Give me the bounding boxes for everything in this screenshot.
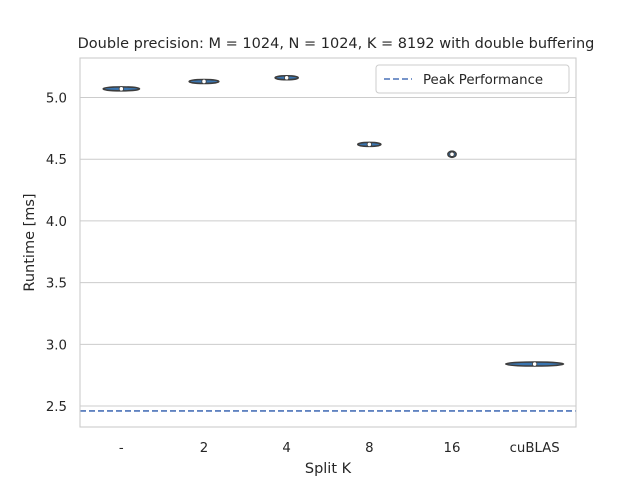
x-axis-ticks: - 2 4 8 16 cuBLAS [119,441,560,456]
y-axis-label: Runtime [ms] [22,193,38,291]
grid-lines [80,96,576,407]
chart-title: Double precision: M = 1024, N = 1024, K … [78,36,595,52]
violins [102,74,565,367]
y-tick-label: 5.0 [46,91,67,106]
x-tick-label: 2 [200,441,208,456]
x-tick-label: 4 [282,441,290,456]
y-axis-ticks: 2.5 3.0 3.5 4.0 4.5 5.0 [46,91,67,415]
violin-median-point [532,361,538,367]
plot-frame [79,57,577,428]
violin-median-point [201,78,207,85]
violin-median-point [366,141,372,147]
y-tick-label: 3.5 [46,277,67,292]
x-tick-label: - [119,441,124,456]
legend: Peak Performance [375,64,570,94]
violin-median-point [118,86,124,92]
y-tick-label: 3.0 [46,338,67,353]
y-tick-label: 4.0 [46,215,67,230]
legend-label-peak-performance: Peak Performance [423,73,543,88]
x-axis-label: Split K [305,461,352,477]
y-tick-label: 4.5 [46,153,67,168]
x-tick-label: cuBLAS [510,441,560,456]
x-tick-label: 16 [444,441,461,456]
violin-median-point [449,151,455,157]
plot-area [80,58,576,427]
legend-box [375,64,570,94]
y-tick-label: 2.5 [46,400,67,415]
violin-median-point [284,75,290,81]
x-tick-label: 8 [365,441,373,456]
